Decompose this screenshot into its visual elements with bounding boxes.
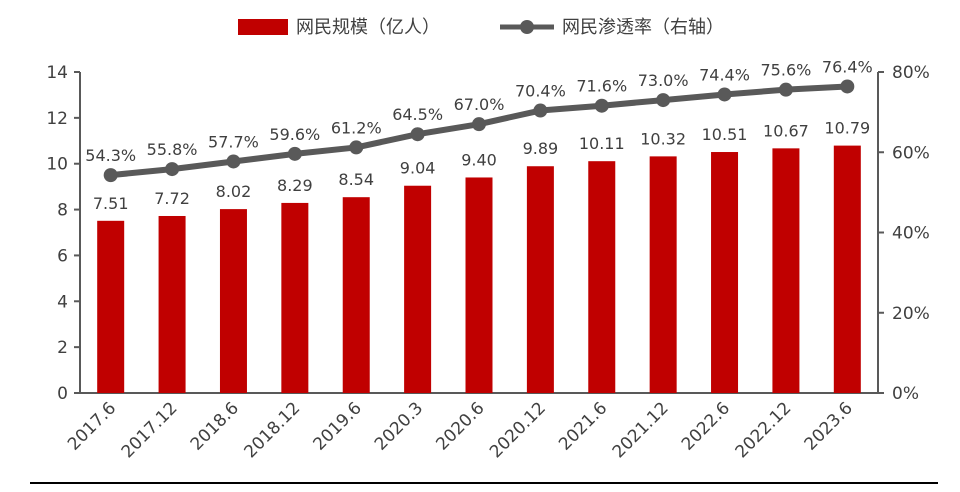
bar-value-label: 7.72 (154, 189, 190, 208)
bar-value-label: 7.51 (93, 194, 129, 213)
bar-value-label: 8.54 (338, 170, 374, 189)
line-value-label: 76.4% (822, 57, 873, 76)
bar-value-label: 10.11 (579, 134, 625, 153)
bar-value-label: 10.51 (702, 125, 748, 144)
y-right-tick-label: 80% (892, 63, 930, 83)
y-right-tick-label: 60% (892, 143, 930, 163)
bar (219, 209, 247, 393)
bar (711, 152, 739, 393)
line-point (533, 103, 548, 118)
x-tick-label: 2021.6 (555, 398, 611, 454)
bar (158, 215, 186, 393)
line-point (717, 87, 732, 102)
y-left-tick-label: 8 (57, 201, 68, 221)
line-point (840, 79, 855, 94)
legend-line-marker (520, 20, 534, 34)
bar (649, 156, 677, 393)
x-tick-label: 2020.3 (371, 398, 427, 454)
y-left-tick-label: 14 (46, 63, 68, 83)
y-right-tick-label: 40% (892, 224, 930, 244)
bars (97, 145, 861, 393)
bar (342, 197, 370, 393)
line-value-label: 57.7% (208, 132, 259, 151)
bar (465, 177, 493, 393)
bar-value-label: 8.02 (216, 182, 252, 201)
line-value-label: 54.3% (85, 146, 136, 165)
legend-line-label: 网民渗透率（右轴） (562, 17, 724, 38)
bar (833, 145, 861, 393)
x-tick-label: 2023.6 (801, 398, 857, 454)
bar-labels: 7.51 7.72 8.02 8.29 8.54 9.04 9.40 9.89 10.11 10.… (93, 119, 870, 213)
line-point (349, 140, 364, 155)
line-value-label: 74.4% (699, 65, 750, 84)
legend-bar-swatch (238, 19, 288, 35)
x-tick-label: 2020.12 (486, 398, 550, 462)
line-point (656, 93, 671, 108)
legend: 网民规模（亿人） 网民渗透率（右轴） (238, 17, 724, 38)
x-tick-label: 2020.6 (432, 398, 488, 454)
line-point (165, 162, 180, 177)
bar-value-label: 8.29 (277, 176, 313, 195)
line-point (594, 98, 609, 113)
line-point (472, 117, 486, 132)
line-value-label: 67.0% (454, 95, 505, 114)
line-value-label: 71.6% (576, 77, 627, 96)
y-right-tick-label: 0% (892, 384, 919, 404)
x-tick-label: 2017.6 (64, 398, 120, 454)
y-left-tick-label: 2 (57, 338, 68, 358)
bar-value-label: 9.89 (523, 139, 559, 158)
line-point (103, 168, 118, 183)
x-tick-label: 2021.12 (609, 398, 673, 462)
bar-value-label: 10.79 (824, 119, 870, 138)
y-right-tick-label: 20% (892, 304, 930, 324)
line-value-label: 59.6% (269, 125, 320, 144)
line-value-label: 64.5% (392, 105, 443, 124)
bar (97, 220, 125, 393)
bar (588, 161, 616, 393)
bar-value-label: 9.04 (400, 159, 436, 178)
x-tick-label: 2018.6 (187, 398, 243, 454)
y-left-tick-label: 4 (57, 292, 68, 312)
line-value-label: 73.0% (638, 71, 689, 90)
line-point (287, 146, 302, 161)
axes: 0 2 4 6 8 10 12 14 0% 20% 40% 60% 80% (46, 63, 929, 404)
bar-value-label: 10.32 (640, 129, 686, 148)
x-tick-label: 2022.6 (678, 398, 734, 454)
x-tick-label: 2022.12 (732, 398, 796, 462)
y-left-tick-label: 10 (46, 155, 68, 175)
bar (404, 185, 432, 393)
line-series (103, 79, 855, 183)
x-tick-label: 2018.12 (241, 398, 305, 462)
line-point (226, 154, 241, 169)
line-value-label: 75.6% (761, 61, 812, 80)
line-value-label: 70.4% (515, 82, 566, 101)
y-left-tick-label: 12 (46, 109, 68, 129)
bar (526, 166, 554, 393)
line-point (410, 127, 425, 142)
y-left-tick-label: 6 (57, 246, 68, 266)
bar-value-label: 9.40 (461, 150, 497, 169)
line-value-label: 61.2% (331, 118, 382, 137)
bar-value-label: 10.67 (763, 121, 809, 140)
legend-bar-label: 网民规模（亿人） (296, 17, 440, 38)
bar (772, 148, 800, 393)
y-left-tick-label: 0 (57, 384, 68, 404)
line-value-label: 55.8% (147, 140, 198, 159)
bar (281, 202, 309, 393)
line-point (778, 82, 793, 97)
x-tick-label: 2019.6 (310, 398, 366, 454)
line-labels: 54.3% 55.8% 57.7% 59.6% 61.2% 64.5% 67.0% 70.4%… (85, 57, 872, 165)
x-tick-label: 2017.12 (118, 398, 182, 462)
